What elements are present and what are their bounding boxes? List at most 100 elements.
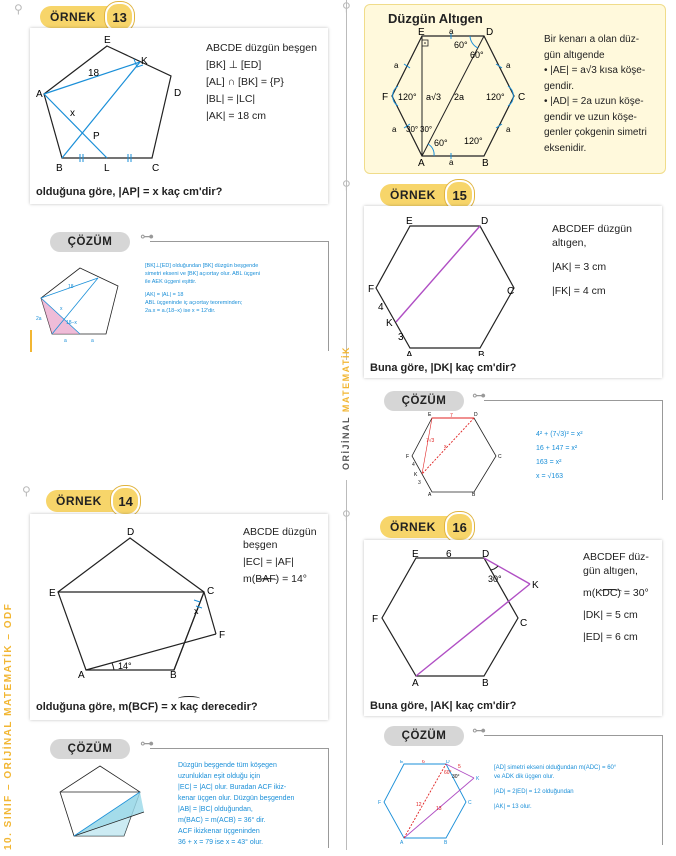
- example-number: 14: [111, 486, 140, 516]
- svg-text:B: B: [482, 158, 489, 168]
- hexagon-info-text: Bir kenarı a olan düz-gün altıgende • |AE…: [544, 34, 647, 154]
- solution-14-text: Düzgün beşgende tüm köşegen uzunlukları e…: [178, 762, 295, 846]
- solution-14-bar: [328, 748, 329, 848]
- example-label: ÖRNEK: [56, 494, 102, 508]
- svg-text:4: 4: [412, 462, 415, 468]
- pin-icon: ⚲: [342, 178, 351, 192]
- example-16-givens: ABCDEF düz-gün altıgen, m(KDC) = 30° |DK| …: [583, 551, 649, 643]
- svg-text:120°: 120°: [398, 92, 417, 102]
- svg-text:12: 12: [416, 802, 422, 808]
- side-footer: 10. SINIF – ORİJİNAL MATEMATİK – ODF: [3, 602, 14, 850]
- svg-text:3: 3: [398, 332, 404, 343]
- svg-text:a: a: [394, 61, 399, 70]
- svg-text:a: a: [392, 125, 397, 134]
- svg-text:A: A: [428, 492, 432, 496]
- svg-text:13: 13: [436, 806, 442, 812]
- point-C: C: [152, 163, 159, 174]
- point-D: D: [174, 88, 181, 99]
- solution-14-rule: [150, 748, 328, 749]
- point-K: K: [141, 56, 148, 67]
- example-number: 13: [105, 2, 134, 32]
- key-icon: ⊶: [140, 735, 154, 751]
- pin-icon: ⚲: [342, 0, 351, 14]
- solution-13-accent: [30, 330, 32, 352]
- svg-text:a√3: a√3: [426, 92, 441, 102]
- example-14-figure: D E C F A B 14° x: [49, 528, 225, 678]
- svg-text:a: a: [449, 28, 454, 36]
- solution-13-rule: [150, 241, 328, 242]
- svg-text:6: 6: [446, 549, 452, 560]
- arc-mark: [178, 696, 200, 701]
- example-label: ÖRNEK: [390, 520, 436, 534]
- svg-text:7√3: 7√3: [426, 437, 435, 444]
- solution-13-bar: [328, 241, 329, 351]
- example-15-badge: ÖRNEK 15: [380, 180, 474, 210]
- svg-text:D: D: [474, 412, 478, 418]
- solution-16-rule: [484, 735, 662, 736]
- point-F: F: [219, 630, 225, 641]
- svg-text:F: F: [406, 454, 409, 460]
- svg-text:60°: 60°: [470, 50, 484, 60]
- point-E: E: [104, 35, 111, 46]
- point-D: D: [127, 528, 134, 538]
- example-16-question: Buna göre, |AK| kaç cm'dir?: [370, 700, 517, 712]
- svg-text:a: a: [449, 158, 454, 167]
- point-L: L: [104, 163, 110, 174]
- svg-text:F: F: [382, 92, 388, 103]
- svg-text:E: E: [406, 216, 413, 227]
- svg-text:a: a: [506, 61, 511, 70]
- key-icon: ⊶: [472, 387, 486, 403]
- solution-16-bar: [662, 735, 663, 845]
- svg-text:30°: 30°: [420, 125, 432, 134]
- svg-text:120°: 120°: [486, 92, 505, 102]
- svg-text:30°: 30°: [406, 125, 418, 134]
- svg-text:D: D: [446, 760, 450, 765]
- example-16-figure: E D 6 K F C A B 30°: [372, 549, 539, 688]
- solution-15-rule: [484, 400, 662, 401]
- solution-13-figure: 18 x 18–x 2a a a: [36, 267, 119, 344]
- solution-15-bar: [662, 400, 663, 500]
- center-label: ORİJİNAL MATEMATİK: [341, 346, 351, 470]
- svg-text:E: E: [418, 28, 425, 38]
- svg-text:A: A: [406, 350, 413, 356]
- hexagon-info-title: Düzgün Altıgen: [388, 11, 483, 26]
- svg-text:C: C: [468, 800, 472, 806]
- example-label: ÖRNEK: [390, 188, 436, 202]
- svg-text:E: E: [412, 549, 419, 560]
- center-divider-top: [346, 0, 347, 360]
- svg-text:K: K: [532, 580, 539, 591]
- svg-text:30°: 30°: [488, 574, 502, 584]
- solution-13-text: [BK]⊥[ED] olduğundan [BK] düzgün beşgend…: [145, 263, 261, 314]
- svg-text:B: B: [478, 350, 485, 356]
- example-14-question: olduğuna göre, m(BCF) = x kaç derecedir?: [36, 701, 258, 713]
- svg-text:C: C: [520, 618, 527, 629]
- solution-15-figure: 7 7√3 x 4 3 E D F C K A B: [406, 412, 502, 496]
- svg-text:K: K: [386, 318, 393, 329]
- example-15-figure: E D F C K A B 4 3: [368, 216, 515, 356]
- svg-text:B: B: [472, 492, 476, 496]
- example-16-badge: ÖRNEK 16: [380, 512, 474, 542]
- svg-text:E: E: [400, 760, 404, 765]
- svg-text:5: 5: [458, 764, 461, 770]
- example-number: 16: [445, 512, 474, 542]
- svg-text:a: a: [91, 338, 94, 344]
- point-B: B: [56, 163, 63, 174]
- pin-icon: ⚲: [14, 2, 23, 16]
- svg-text:E: E: [428, 412, 432, 418]
- solution-15-badge: ÇÖZÜM: [384, 391, 464, 411]
- arc-mark: [257, 578, 277, 583]
- solution-16-figure: 6 12 13 5 60° 30° E D K F C A B: [378, 760, 480, 844]
- example-15-question: Buna göre, |DK| kaç cm'dir?: [370, 362, 517, 374]
- arc-mark: [600, 589, 622, 594]
- example-13-card: [30, 28, 328, 204]
- point-P: P: [93, 131, 100, 142]
- svg-text:120°: 120°: [464, 136, 483, 146]
- example-14-badge: ÖRNEK 14: [46, 486, 140, 516]
- svg-text:K: K: [414, 472, 418, 478]
- label-18: 18: [88, 68, 100, 79]
- svg-text:F: F: [378, 800, 381, 806]
- svg-text:18–x: 18–x: [66, 320, 77, 326]
- center-divider-bottom: [346, 480, 347, 850]
- solution-16-text: [AD] simetri ekseni olduğundan m(ADC) = …: [494, 765, 617, 810]
- svg-text:18: 18: [68, 284, 74, 290]
